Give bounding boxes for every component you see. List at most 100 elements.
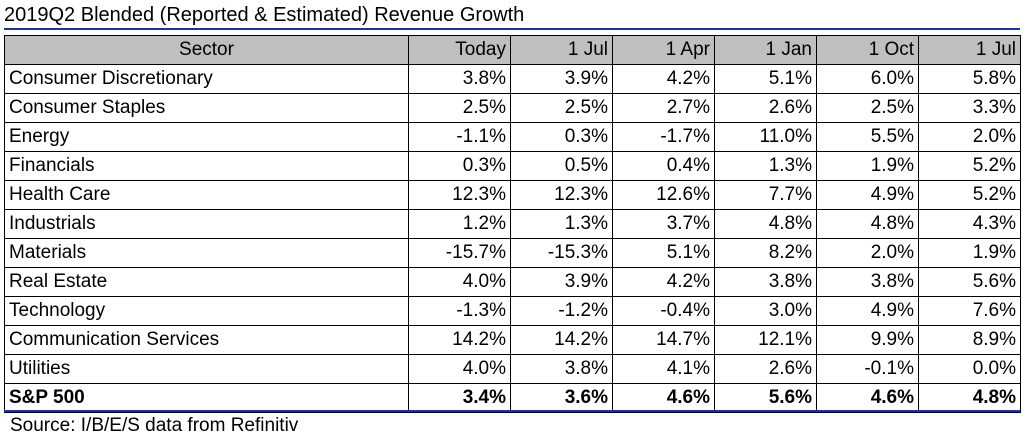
table-row: Consumer Staples 2.5% 2.5% 2.7% 2.6% 2.5% 3.3%: [4, 93, 1021, 123]
table-row: Communication Services 14.2% 14.2% 14.7% 12.…: [4, 325, 1021, 355]
growth-value-cell: 4.2%: [612, 267, 715, 297]
growth-value-cell: -1.7%: [612, 122, 715, 152]
growth-value-cell: -15.3%: [510, 238, 613, 268]
growth-value-cell: -0.1%: [816, 354, 919, 384]
growth-value-cell: 3.0%: [714, 296, 817, 326]
growth-value-cell: 2.5%: [408, 93, 511, 123]
column-header-1-jan: 1 Jan: [714, 35, 817, 65]
table-row: Real Estate 4.0% 3.9% 4.2% 3.8% 3.8% 5.6%: [4, 267, 1021, 297]
growth-value-cell: -0.4%: [612, 296, 715, 326]
growth-value-cell: 3.3%: [918, 93, 1021, 123]
growth-value-cell: 12.3%: [510, 180, 613, 210]
growth-value-cell: 4.6%: [612, 383, 715, 413]
growth-value-cell: 2.7%: [612, 93, 715, 123]
sector-name-cell: Energy: [4, 122, 409, 152]
growth-value-cell: 12.6%: [612, 180, 715, 210]
sector-name-cell: Health Care: [4, 180, 409, 210]
growth-value-cell: 5.1%: [714, 64, 817, 94]
growth-value-cell: 2.5%: [816, 93, 919, 123]
growth-value-cell: 14.2%: [510, 325, 613, 355]
table-title: 2019Q2 Blended (Reported & Estimated) Re…: [4, 4, 525, 26]
growth-value-cell: 0.3%: [408, 151, 511, 181]
growth-value-cell: 4.0%: [408, 354, 511, 384]
growth-value-cell: 4.1%: [612, 354, 715, 384]
sector-name-cell: Consumer Discretionary: [4, 64, 409, 94]
table-row: Technology -1.3% -1.2% -0.4% 3.0% 4.9% 7.6%: [4, 296, 1021, 326]
growth-value-cell: 5.1%: [612, 238, 715, 268]
growth-value-cell: 3.7%: [612, 209, 715, 239]
growth-value-cell: 12.1%: [714, 325, 817, 355]
growth-value-cell: 6.0%: [816, 64, 919, 94]
growth-value-cell: 5.6%: [714, 383, 817, 413]
growth-value-cell: 3.9%: [510, 64, 613, 94]
revenue-growth-table: Sector Today 1 Jul 1 Apr 1 Jan 1 Oct 1 J…: [4, 35, 1021, 413]
growth-value-cell: 11.0%: [714, 122, 817, 152]
growth-value-cell: 4.2%: [612, 64, 715, 94]
column-header-1-apr: 1 Apr: [612, 35, 715, 65]
title-underline: [4, 28, 1020, 30]
sector-name-cell: Consumer Staples: [4, 93, 409, 123]
growth-value-cell: 7.6%: [918, 296, 1021, 326]
header-row: Sector Today 1 Jul 1 Apr 1 Jan 1 Oct 1 J…: [4, 35, 1021, 65]
growth-value-cell: 3.8%: [714, 267, 817, 297]
growth-value-cell: 4.8%: [918, 383, 1021, 413]
growth-value-cell: 3.6%: [510, 383, 613, 413]
table-row: Industrials 1.2% 1.3% 3.7% 4.8% 4.8% 4.3%: [4, 209, 1021, 239]
growth-value-cell: -1.2%: [510, 296, 613, 326]
growth-value-cell: 4.8%: [816, 209, 919, 239]
growth-value-cell: 3.8%: [816, 267, 919, 297]
total-row: S&P 500 3.4% 3.6% 4.6% 5.6% 4.6% 4.8%: [4, 383, 1021, 413]
table-row: Materials -15.7% -15.3% 5.1% 8.2% 2.0% 1.9%: [4, 238, 1021, 268]
sector-name-cell: S&P 500: [4, 383, 409, 413]
growth-value-cell: 2.5%: [510, 93, 613, 123]
column-header-1-jul-prior: 1 Jul: [918, 35, 1021, 65]
growth-value-cell: 2.0%: [918, 122, 1021, 152]
table-body: Consumer Discretionary 3.8% 3.9% 4.2% 5.1% 6.…: [4, 64, 1021, 413]
table-row: Utilities 4.0% 3.8% 4.1% 2.6% -0.1% 0.0%: [4, 354, 1021, 384]
sector-name-cell: Utilities: [4, 354, 409, 384]
growth-value-cell: 5.8%: [918, 64, 1021, 94]
growth-value-cell: 0.0%: [918, 354, 1021, 384]
growth-value-cell: 3.8%: [510, 354, 613, 384]
growth-value-cell: 8.9%: [918, 325, 1021, 355]
growth-value-cell: 3.8%: [408, 64, 511, 94]
growth-value-cell: 1.9%: [918, 238, 1021, 268]
growth-value-cell: -15.7%: [408, 238, 511, 268]
growth-value-cell: 0.5%: [510, 151, 613, 181]
growth-value-cell: 4.9%: [816, 180, 919, 210]
column-header-sector: Sector: [4, 35, 409, 65]
growth-value-cell: 5.2%: [918, 151, 1021, 181]
growth-value-cell: 4.3%: [918, 209, 1021, 239]
growth-value-cell: 8.2%: [714, 238, 817, 268]
growth-value-cell: 1.2%: [408, 209, 511, 239]
growth-value-cell: 3.9%: [510, 267, 613, 297]
table-row: Financials 0.3% 0.5% 0.4% 1.3% 1.9% 5.2%: [4, 151, 1021, 181]
sector-name-cell: Technology: [4, 296, 409, 326]
sector-name-cell: Financials: [4, 151, 409, 181]
column-header-today: Today: [408, 35, 511, 65]
table-row: Health Care 12.3% 12.3% 12.6% 7.7% 4.9% 5.2%: [4, 180, 1021, 210]
growth-value-cell: 5.6%: [918, 267, 1021, 297]
growth-value-cell: 2.6%: [714, 354, 817, 384]
growth-value-cell: 2.0%: [816, 238, 919, 268]
table-row: Energy -1.1% 0.3% -1.7% 11.0% 5.5% 2.0%: [4, 122, 1021, 152]
growth-value-cell: 1.3%: [510, 209, 613, 239]
growth-value-cell: -1.1%: [408, 122, 511, 152]
table-bottom-rule: [4, 410, 1020, 412]
growth-value-cell: -1.3%: [408, 296, 511, 326]
sector-name-cell: Materials: [4, 238, 409, 268]
growth-value-cell: 7.7%: [714, 180, 817, 210]
sector-name-cell: Industrials: [4, 209, 409, 239]
sector-name-cell: Communication Services: [4, 325, 409, 355]
growth-value-cell: 5.5%: [816, 122, 919, 152]
growth-value-cell: 12.3%: [408, 180, 511, 210]
growth-value-cell: 1.3%: [714, 151, 817, 181]
source-note: Source: I/B/E/S data from Refinitiv: [10, 415, 299, 436]
growth-value-cell: 14.7%: [612, 325, 715, 355]
growth-value-cell: 0.3%: [510, 122, 613, 152]
growth-value-cell: 3.4%: [408, 383, 511, 413]
column-header-1-jul: 1 Jul: [510, 35, 613, 65]
growth-value-cell: 5.2%: [918, 180, 1021, 210]
column-header-1-oct: 1 Oct: [816, 35, 919, 65]
growth-value-cell: 0.4%: [612, 151, 715, 181]
